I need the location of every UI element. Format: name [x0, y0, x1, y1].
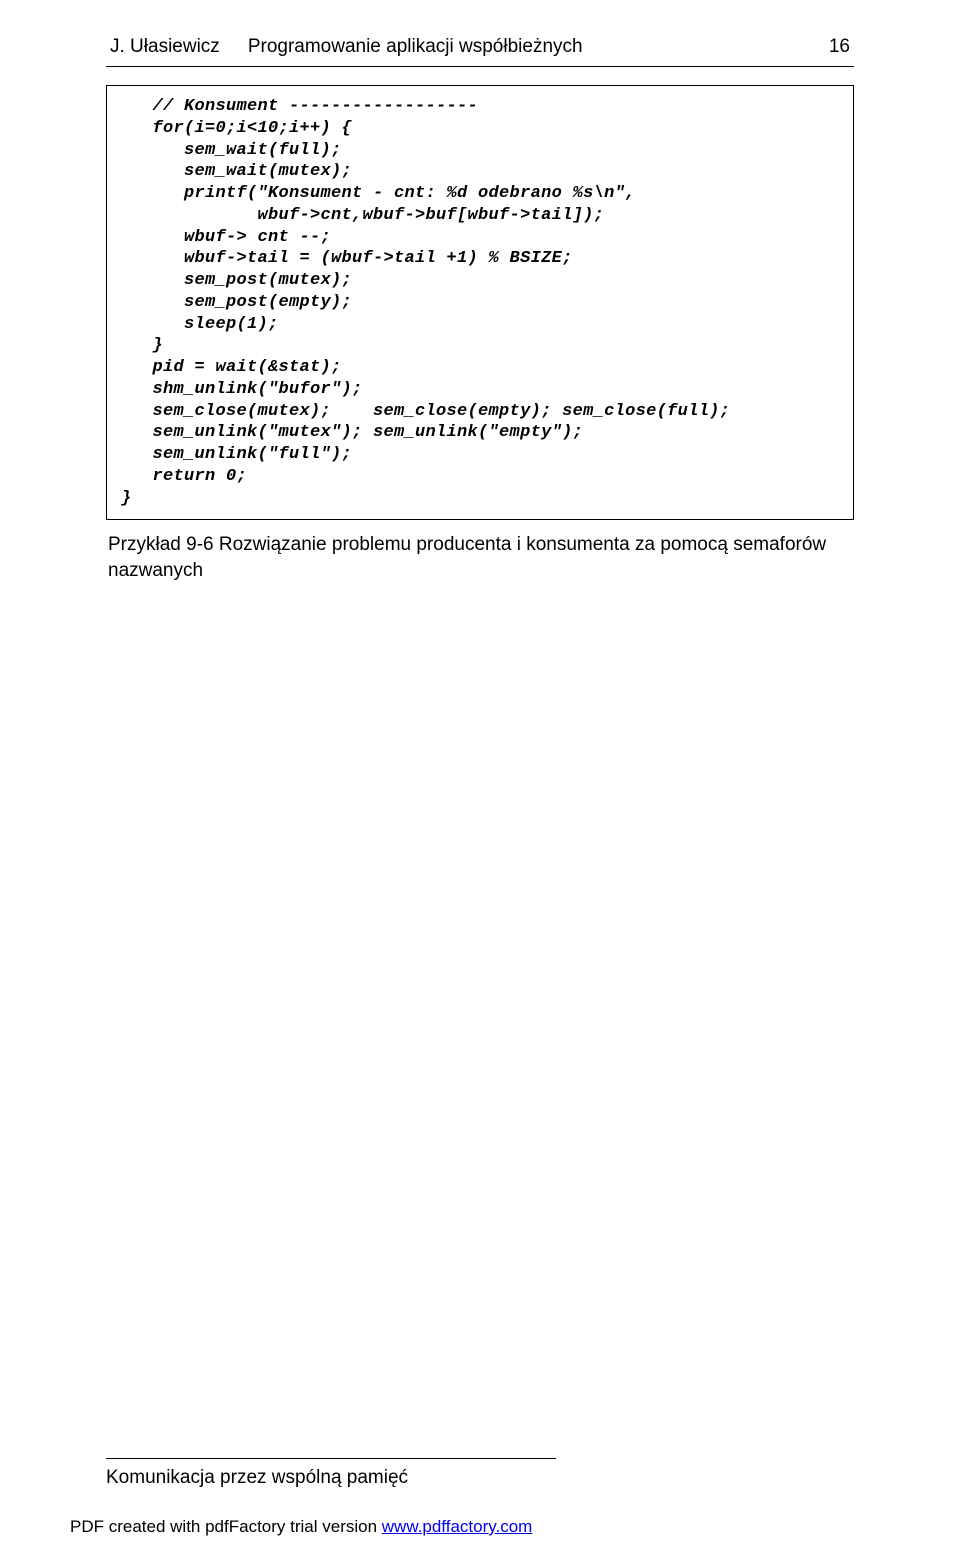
page-number: 16 [829, 36, 850, 58]
footer-divider [106, 1458, 556, 1459]
code-listing: // Konsument ------------------ for(i=0;… [106, 85, 854, 520]
pdf-note-text: PDF created with pdfFactory trial versio… [70, 1517, 382, 1536]
header-left-group: J. Ułasiewicz Programowanie aplikacji ws… [110, 36, 583, 58]
header-divider [106, 66, 854, 67]
header-author: J. Ułasiewicz [110, 36, 220, 58]
page-header: J. Ułasiewicz Programowanie aplikacji ws… [106, 36, 854, 58]
footer-title: Komunikacja przez wspólną pamięć [106, 1467, 408, 1489]
listing-caption: Przykład 9-6 Rozwiązanie problemu produc… [108, 532, 854, 583]
pdf-factory-link[interactable]: www.pdffactory.com [382, 1517, 533, 1536]
pdf-factory-note: PDF created with pdfFactory trial versio… [70, 1517, 532, 1537]
header-title: Programowanie aplikacji współbieżnych [248, 36, 583, 58]
